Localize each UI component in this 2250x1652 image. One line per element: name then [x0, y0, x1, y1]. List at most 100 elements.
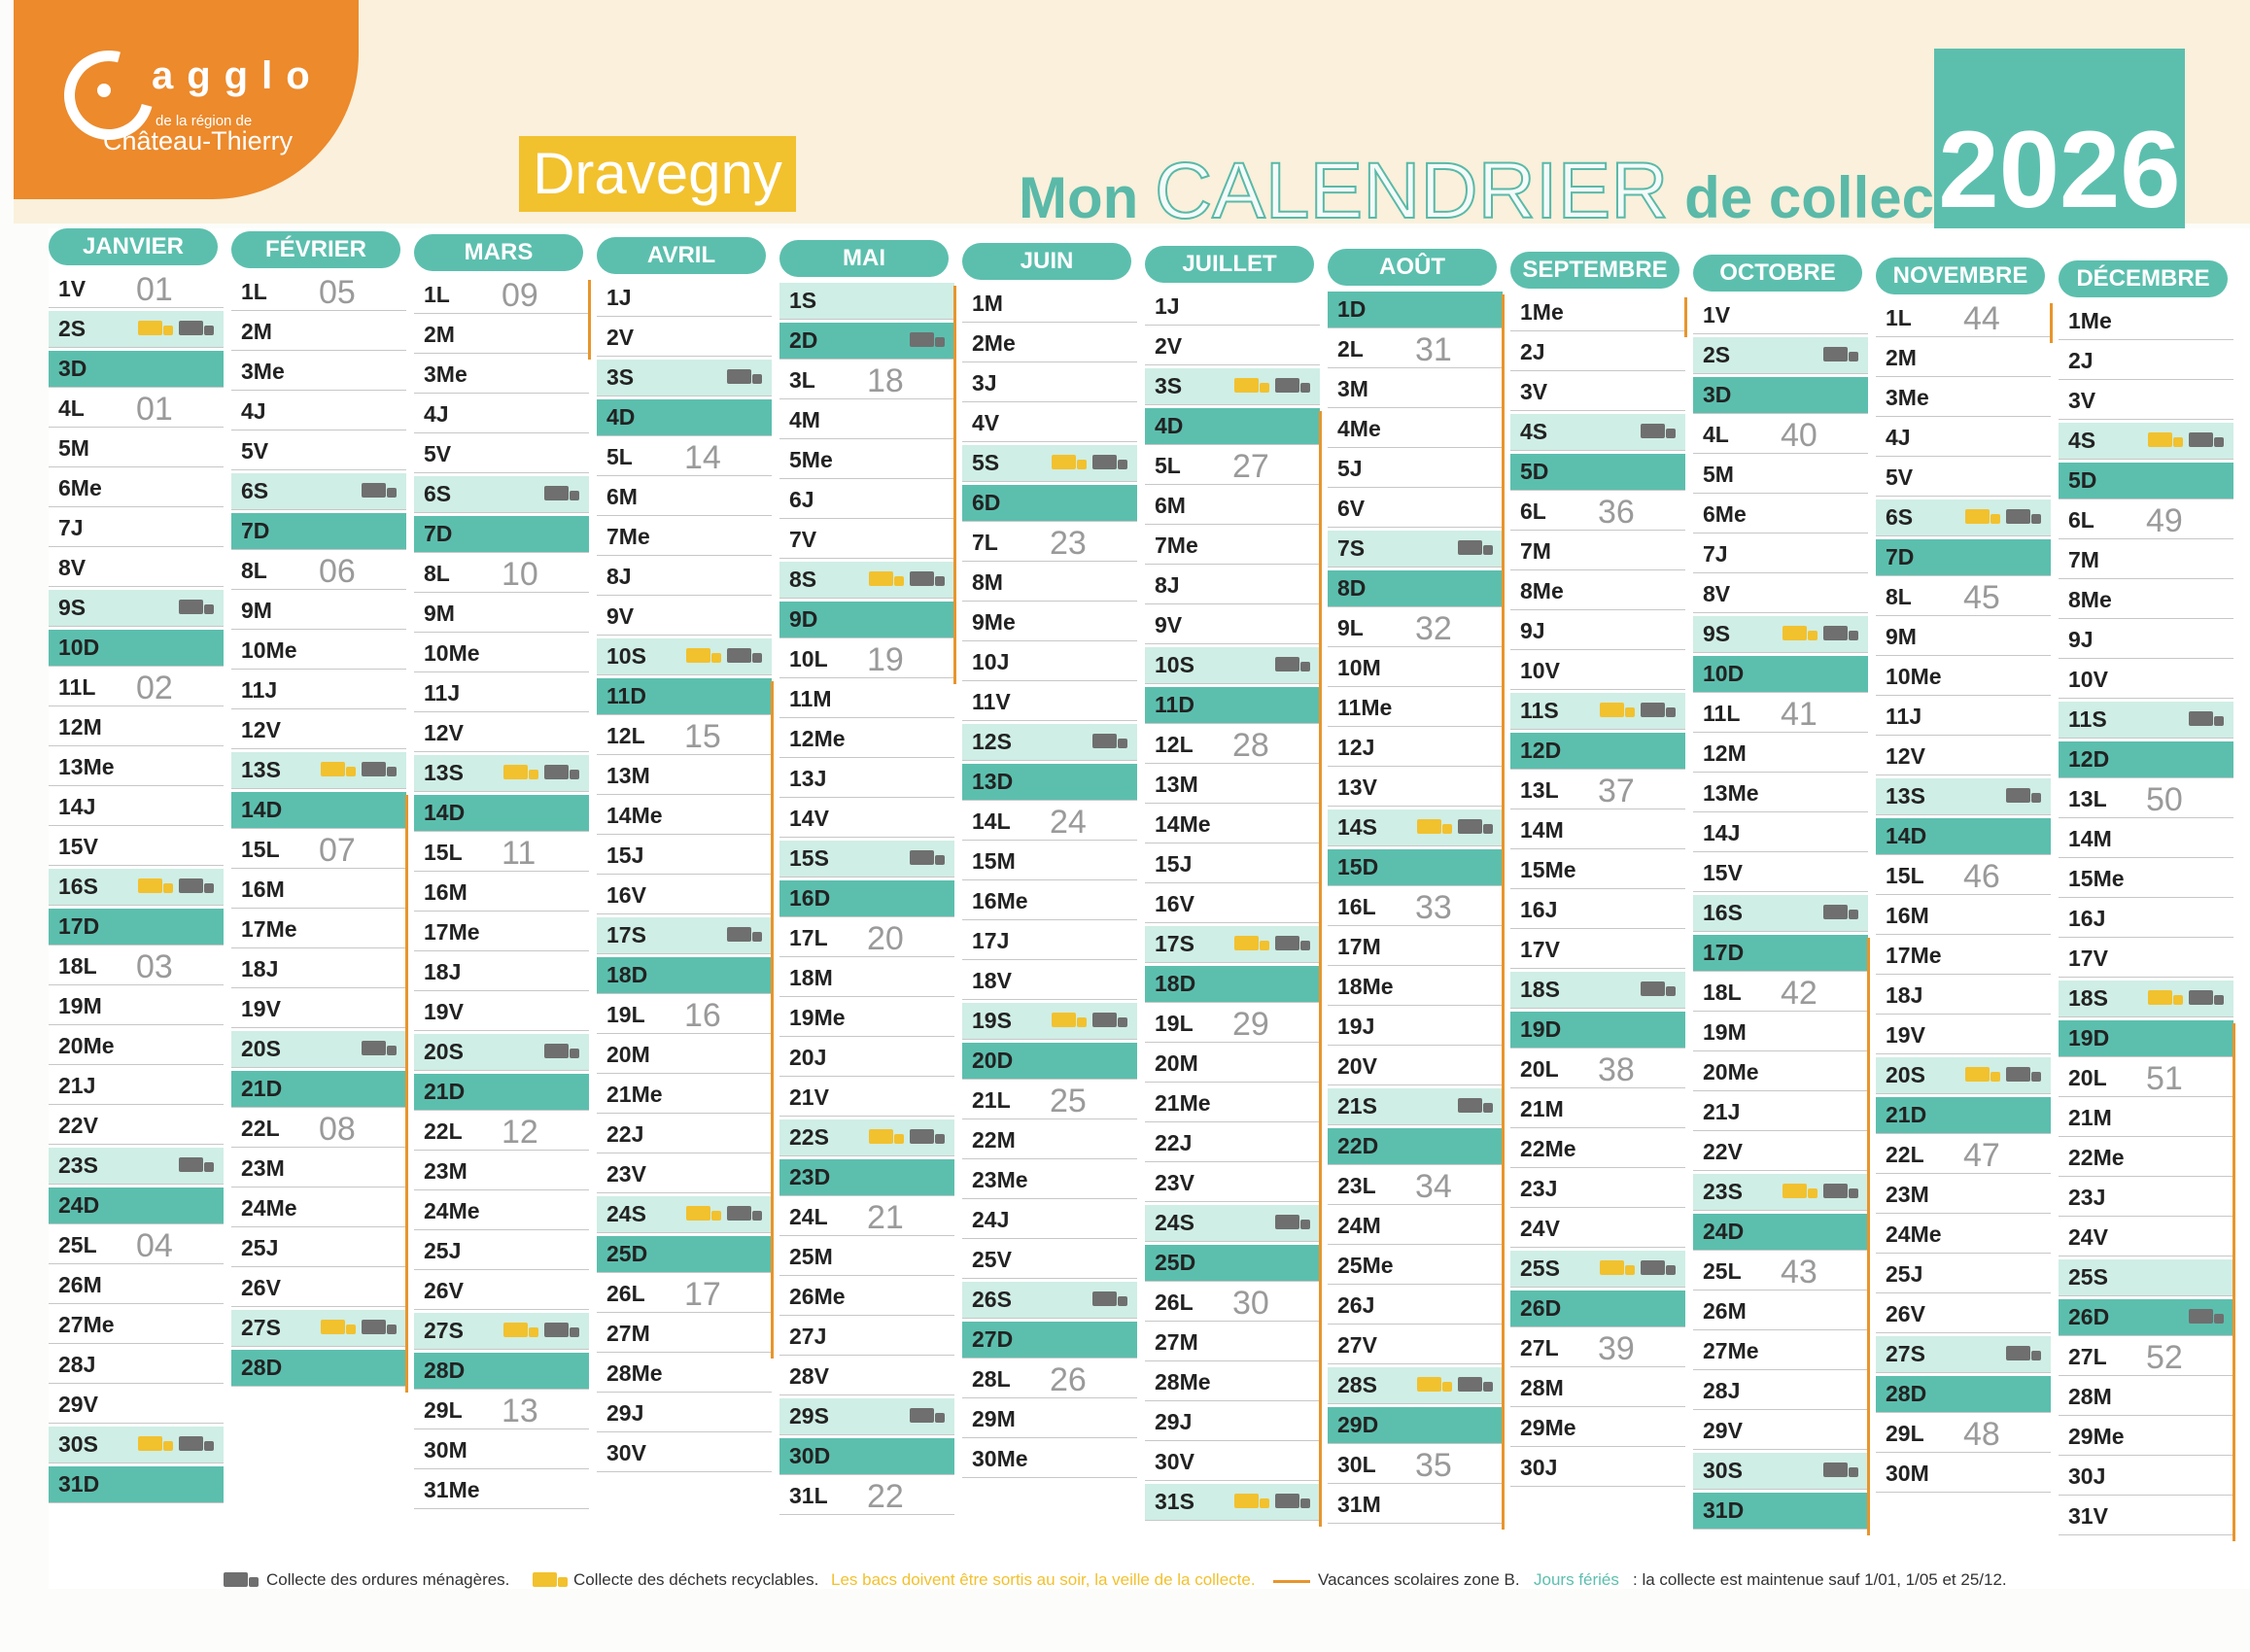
grey-truck-icon	[1458, 1098, 1493, 1116]
day-label: 7J	[58, 515, 84, 540]
week-number: 43	[1781, 1254, 1817, 1291]
day-label: 13S	[1886, 783, 1925, 809]
day-cell: 2M	[231, 314, 406, 351]
truck-cab	[894, 1134, 904, 1144]
day-label: 9M	[424, 601, 455, 626]
day-cell: 2M	[1876, 340, 2051, 377]
truck-cab	[346, 1325, 356, 1334]
legend-recyclable: Collecte des déchets recyclables.	[573, 1570, 819, 1589]
yellow-truck-icon	[1052, 455, 1087, 472]
day-label: 11J	[424, 680, 461, 706]
grey-truck-icon	[1275, 936, 1310, 953]
truck-body	[727, 1206, 751, 1221]
truck-cab	[2173, 995, 2183, 1005]
day-cell: 6L 49	[2059, 502, 2233, 539]
day-cell: 31D	[49, 1466, 224, 1503]
day-label: 28D	[1886, 1381, 1927, 1406]
truck-body	[362, 762, 386, 776]
day-cell: 22M	[962, 1122, 1137, 1159]
day-cell: 2V	[1145, 328, 1320, 365]
day-cell: 25D	[1145, 1245, 1320, 1282]
day-label: 1V	[1703, 302, 1731, 327]
legend-holidays-text: : la collecte est maintenue sauf 1/01, 1…	[1633, 1570, 2007, 1589]
yellow-truck-icon	[2148, 990, 2183, 1008]
day-label: 16V	[1155, 891, 1194, 916]
day-label: 31M	[1337, 1492, 1381, 1517]
day-cell: 11D	[597, 678, 772, 715]
day-cell: 12V	[231, 712, 406, 749]
grey-truck-icon	[179, 1157, 214, 1175]
truck-cab	[204, 604, 214, 614]
day-label: 28S	[1337, 1372, 1377, 1397]
day-cell: 8V	[1693, 576, 1868, 613]
day-label: 30L	[1337, 1452, 1376, 1477]
day-label: 13L	[1520, 777, 1559, 803]
week-number: 51	[2146, 1060, 2183, 1097]
day-cell: 16S	[1693, 895, 1868, 932]
day-label: 12J	[1337, 735, 1375, 760]
day-label: 24D	[1703, 1219, 1745, 1244]
day-label: 21Me	[606, 1082, 663, 1107]
day-cell: 13S	[1876, 778, 2051, 815]
day-label: 12D	[2068, 746, 2110, 772]
day-label: 21D	[241, 1076, 283, 1101]
day-label: 2M	[1886, 345, 1917, 370]
day-cell: 1J	[597, 280, 772, 317]
day-label: 26D	[2068, 1304, 2110, 1329]
week-number: 18	[867, 362, 904, 399]
day-cell: 13L 37	[1510, 773, 1685, 809]
day-cell: 1M	[962, 286, 1137, 323]
day-cell: 18D	[597, 957, 772, 994]
day-label: 21S	[1337, 1093, 1377, 1119]
day-label: 5M	[1703, 462, 1734, 487]
day-cell: 6J	[779, 482, 954, 519]
truck-body	[179, 321, 203, 335]
truck-cab	[1300, 662, 1310, 671]
truck-body	[1234, 378, 1259, 393]
day-cell: 23M	[231, 1151, 406, 1187]
grey-truck-icon	[2189, 432, 2224, 450]
day-label: 20J	[789, 1045, 827, 1070]
day-cell: 13D	[962, 764, 1137, 801]
day-label: 3L	[789, 367, 815, 393]
day-cell: 20S	[1876, 1057, 2051, 1094]
day-cell: 26V	[414, 1273, 589, 1310]
day-cell: 12D	[1510, 733, 1685, 770]
grey-truck-icon	[1823, 347, 1858, 364]
day-label: 14M	[1520, 817, 1564, 843]
day-cell: 12M	[49, 709, 224, 746]
day-label: 6S	[241, 478, 269, 503]
day-cell: 28S	[1328, 1367, 1503, 1404]
day-cell: 5S	[962, 445, 1137, 482]
day-cell: 28D	[414, 1353, 589, 1390]
yellow-truck-icon	[138, 1436, 173, 1454]
yellow-truck-icon	[1965, 509, 2000, 527]
day-label: 3Me	[424, 361, 467, 387]
day-cell: 26Me	[779, 1279, 954, 1316]
day-cell: 17D	[1693, 935, 1868, 972]
day-cell: 21D	[414, 1074, 589, 1111]
page-title: Mon CALENDRIER de collecte	[1019, 146, 1986, 237]
day-label: 29V	[1703, 1418, 1743, 1443]
day-label: 22J	[606, 1121, 644, 1147]
truck-body	[544, 765, 569, 779]
day-cell: 22S	[779, 1119, 954, 1156]
day-label: 26M	[1703, 1298, 1747, 1324]
day-cell: 19L 16	[597, 997, 772, 1034]
day-cell: 20S	[414, 1034, 589, 1071]
day-cell: 26V	[1876, 1296, 2051, 1333]
day-label: 1V	[58, 276, 87, 301]
day-label: 20S	[424, 1039, 464, 1064]
day-cell: 24Me	[414, 1193, 589, 1230]
week-number: 10	[502, 556, 538, 593]
day-label: 5V	[424, 441, 452, 466]
truck-cab	[894, 576, 904, 586]
day-cell: 7Me	[597, 519, 772, 556]
day-label: 13M	[606, 763, 650, 788]
vacation-line	[1684, 297, 1687, 337]
day-label: 14Me	[606, 803, 663, 828]
vacation-line	[2050, 303, 2053, 343]
week-number: 40	[1781, 417, 1817, 454]
day-label: 24Me	[1886, 1222, 1942, 1247]
day-cell: 22D	[1328, 1128, 1503, 1165]
